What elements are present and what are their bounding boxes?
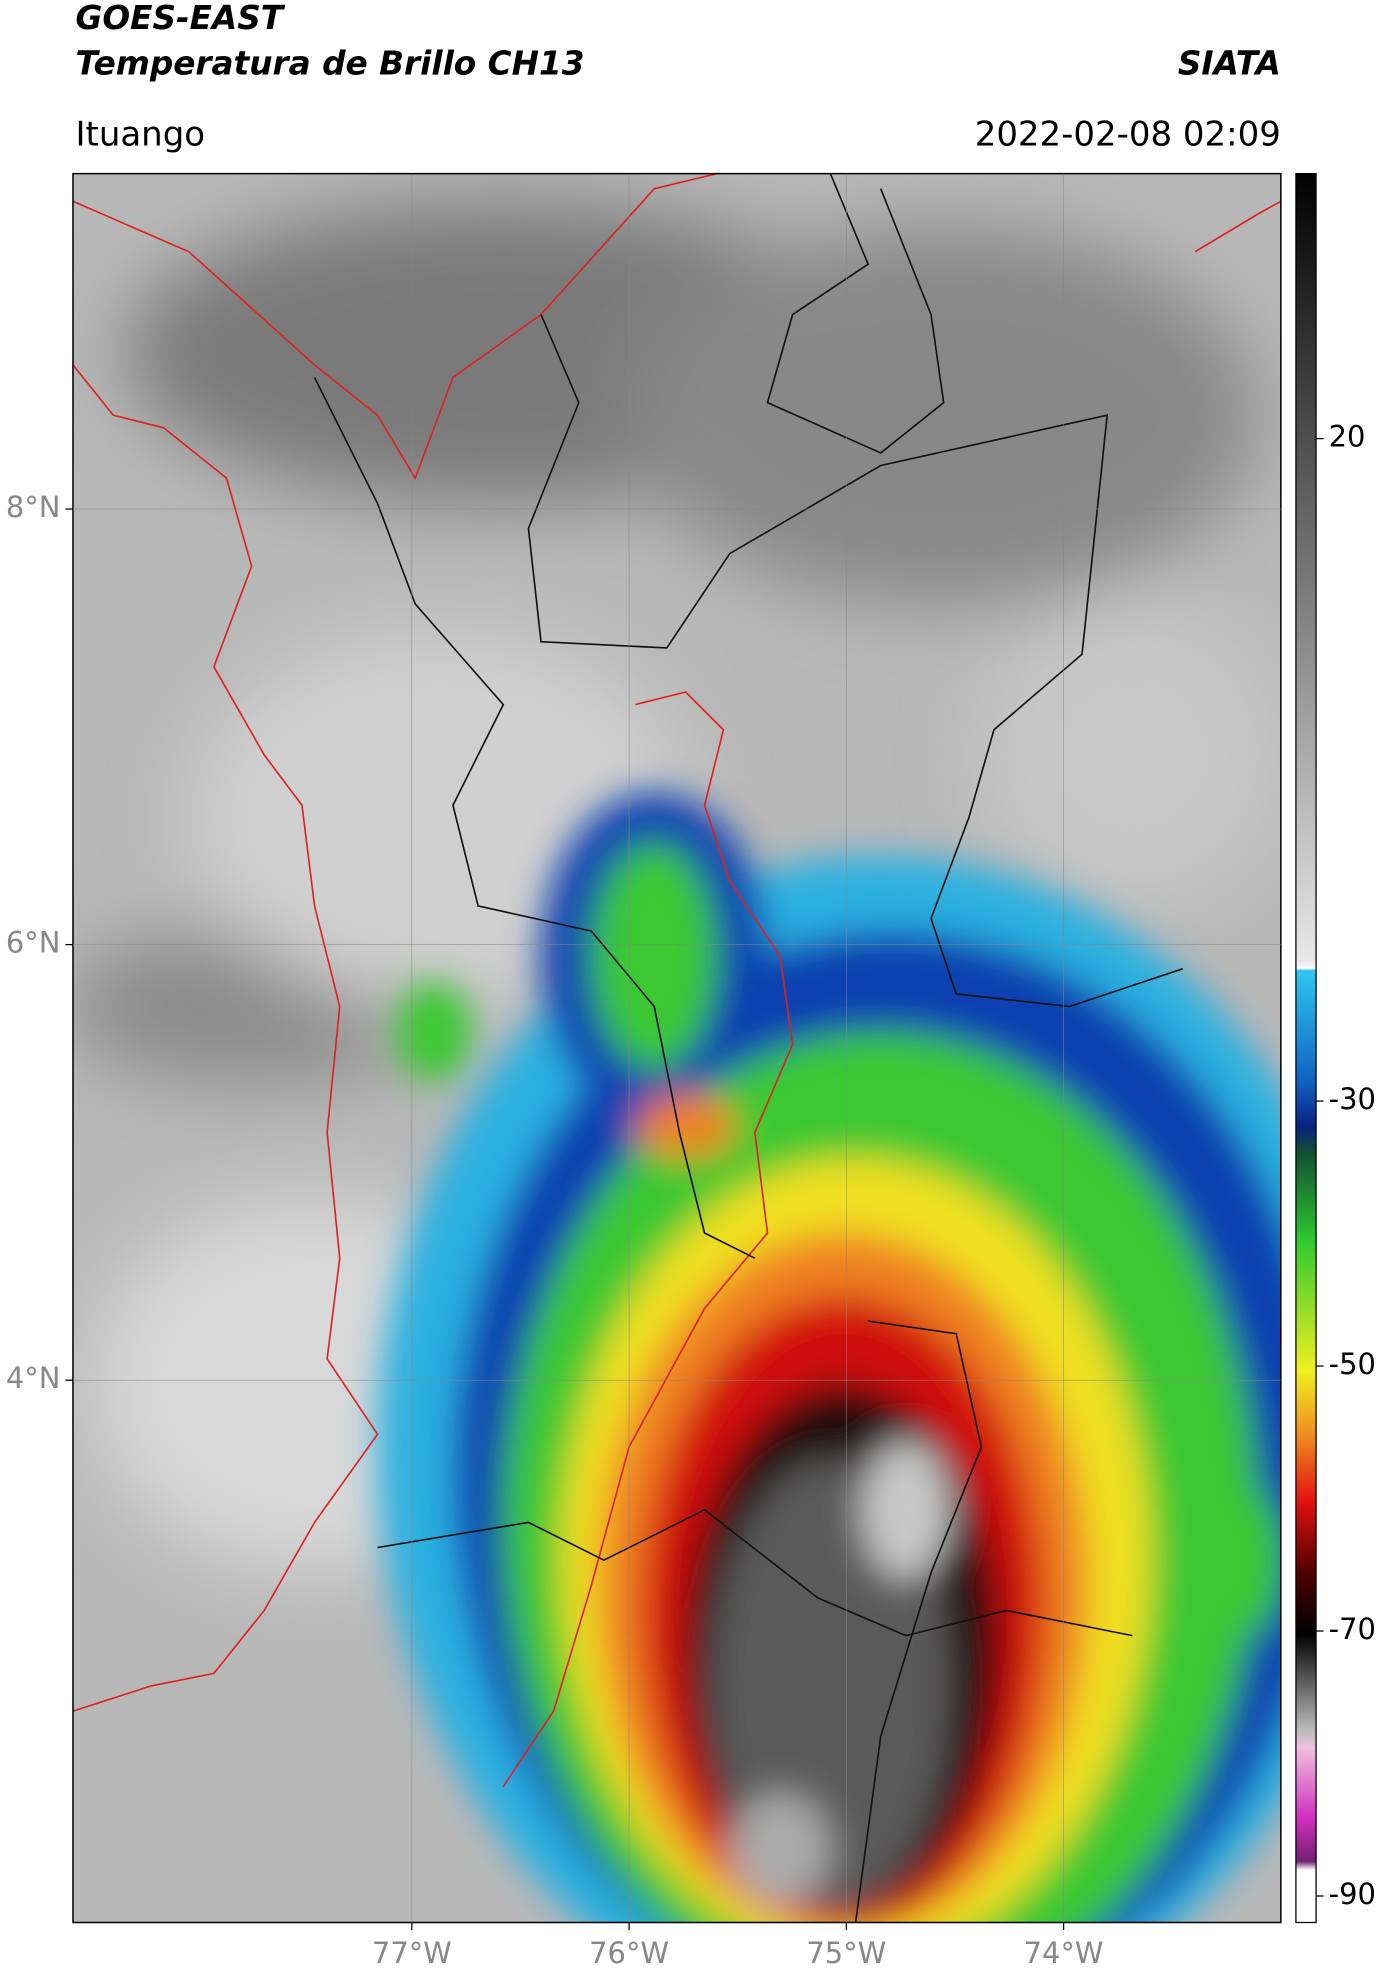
lon-tick-label: 76°W [589,1936,669,1970]
location: Ituango [75,114,205,154]
satellite-image [72,173,1281,1923]
lon-tick-label: 75°W [806,1936,886,1970]
datetime: 2022-02-08 02:09 [975,114,1281,154]
title: GOES-EAST [75,0,285,37]
lat-tick-label: 8°N [6,490,61,524]
colorbar-tick-label: -90 [1329,1877,1376,1911]
lat-tick-label: 6°N [6,926,61,960]
map-frame [72,172,1282,1924]
colorbar-tick-label: -70 [1329,1612,1376,1646]
colorbar-tick-label: 20 [1329,420,1366,454]
colorbar-tick-label: -50 [1329,1347,1376,1381]
storm [377,792,1281,1923]
subtitle: Temperatura de Brillo CH13 [75,44,584,82]
lon-tick-label: 74°W [1024,1936,1104,1970]
lon-tick-label: 77°W [372,1936,452,1970]
lat-tick-label: 4°N [6,1361,61,1395]
colorbar [1295,172,1317,1924]
source: SIATA [1178,44,1281,82]
borders [72,173,1281,1923]
colorbar-tick-label: -30 [1329,1082,1376,1116]
